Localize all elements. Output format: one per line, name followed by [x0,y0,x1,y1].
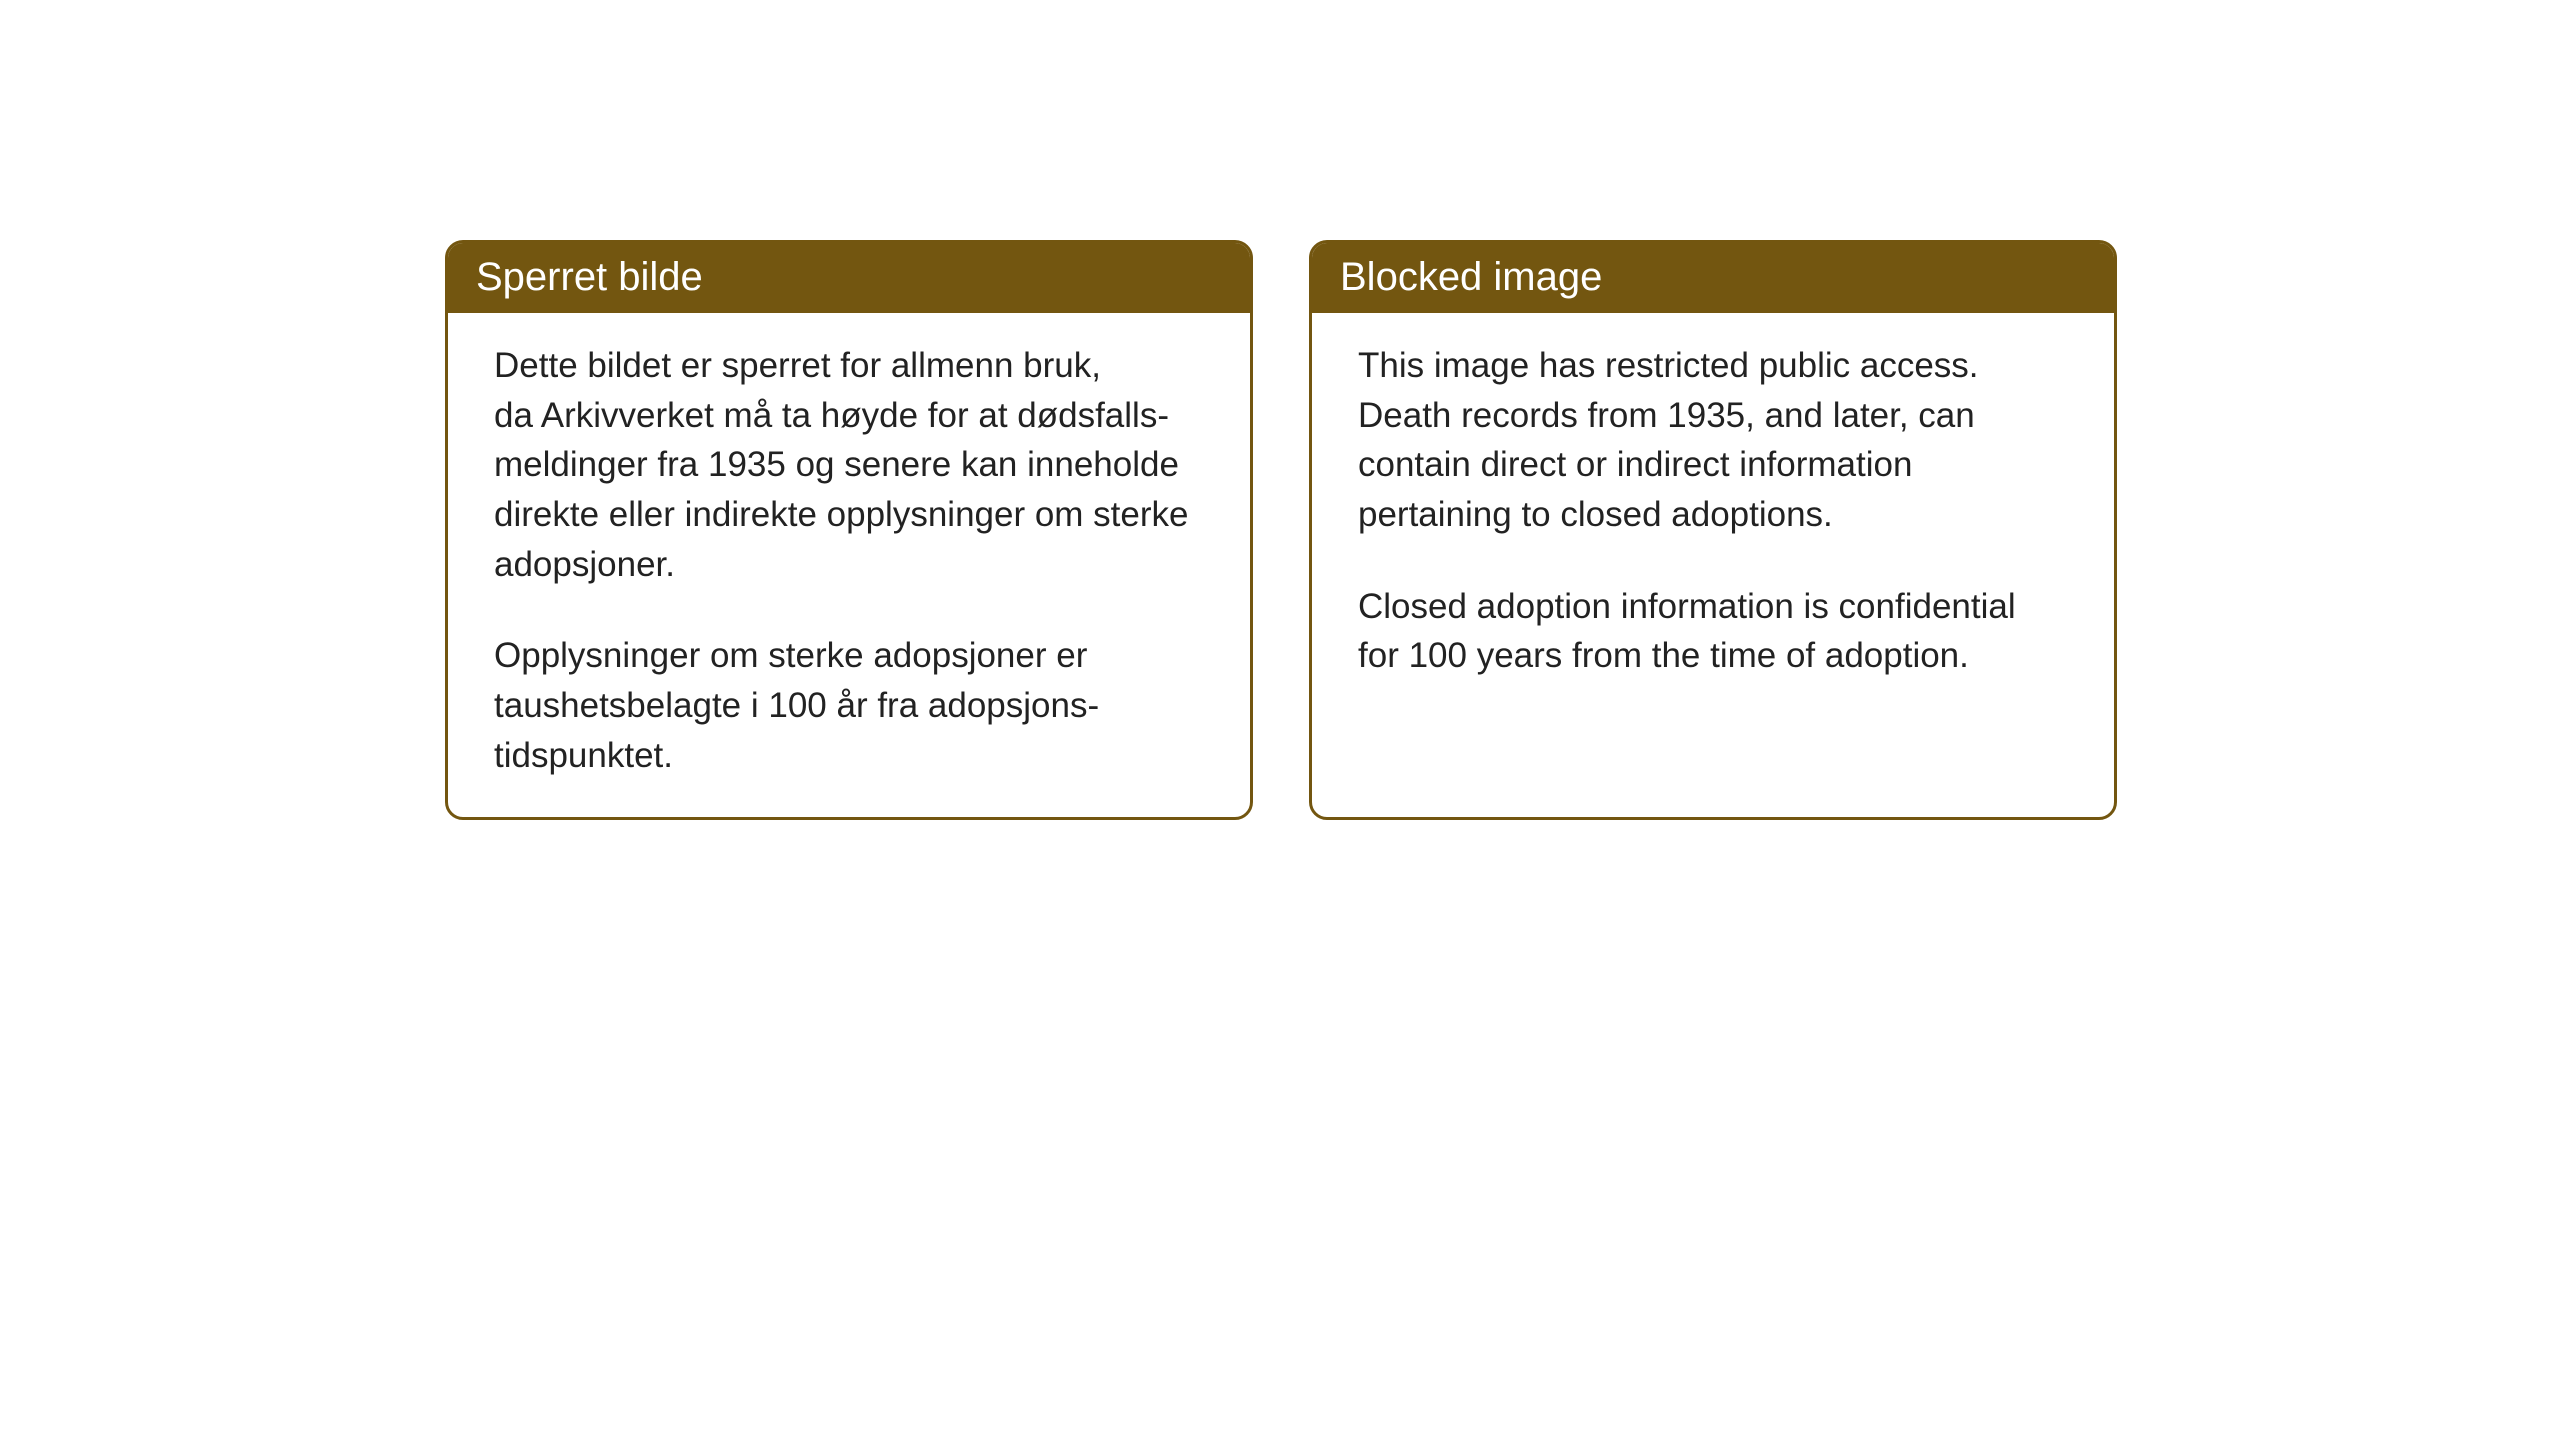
text-line: adopsjoner. [494,545,675,584]
card-paragraph: Closed adoption information is confident… [1358,582,2068,681]
text-line: tidspunktet. [494,736,673,775]
card-header-norwegian: Sperret bilde [448,243,1250,313]
card-title-norwegian: Sperret bilde [476,255,703,299]
text-line: Opplysninger om sterke adopsjoner er [494,636,1087,675]
notice-card-norwegian: Sperret bilde Dette bildet er sperret fo… [445,240,1253,820]
card-header-english: Blocked image [1312,243,2114,313]
text-line: This image has restricted public access. [1358,346,1979,385]
card-paragraph: Opplysninger om sterke adopsjoner er tau… [494,631,1204,780]
text-line: pertaining to closed adoptions. [1358,495,1833,534]
notice-card-english: Blocked image This image has restricted … [1309,240,2117,820]
text-line: taushetsbelagte i 100 år fra adopsjons- [494,686,1099,725]
card-body-english: This image has restricted public access.… [1312,313,2114,717]
text-line: Dette bildet er sperret for allmenn bruk… [494,346,1101,385]
card-body-norwegian: Dette bildet er sperret for allmenn bruk… [448,313,1250,817]
card-paragraph: Dette bildet er sperret for allmenn bruk… [494,341,1204,589]
text-line: da Arkivverket må ta høyde for at dødsfa… [494,396,1169,435]
text-line: Death records from 1935, and later, can [1358,396,1975,435]
text-line: for 100 years from the time of adoption. [1358,636,1969,675]
card-paragraph: This image has restricted public access.… [1358,341,2068,540]
text-line: meldinger fra 1935 og senere kan innehol… [494,445,1179,484]
card-title-english: Blocked image [1340,255,1602,299]
text-line: direkte eller indirekte opplysninger om … [494,495,1189,534]
text-line: contain direct or indirect information [1358,445,1912,484]
notice-container: Sperret bilde Dette bildet er sperret fo… [445,240,2117,820]
text-line: Closed adoption information is confident… [1358,587,2016,626]
